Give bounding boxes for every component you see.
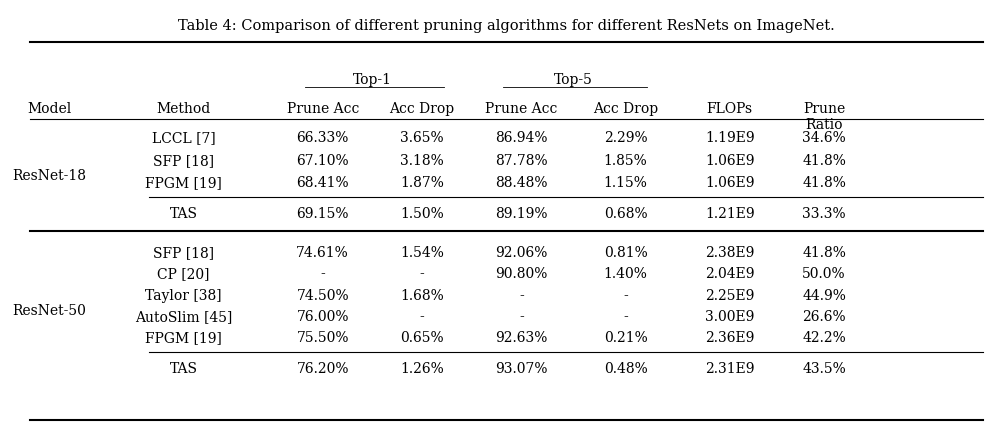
Text: 1.21E9: 1.21E9 — [705, 207, 754, 220]
Text: CP [20]: CP [20] — [157, 267, 209, 282]
Text: Top-1: Top-1 — [352, 73, 392, 87]
Text: 1.15%: 1.15% — [603, 176, 648, 190]
Text: -: - — [623, 289, 628, 303]
Text: 90.80%: 90.80% — [495, 267, 548, 282]
Text: SFP [18]: SFP [18] — [153, 246, 214, 260]
Text: 2.25E9: 2.25E9 — [705, 289, 754, 303]
Text: 0.48%: 0.48% — [603, 362, 648, 376]
Text: -: - — [519, 310, 524, 324]
Text: 2.31E9: 2.31E9 — [705, 362, 754, 376]
Text: TAS: TAS — [170, 362, 197, 376]
Text: 26.6%: 26.6% — [803, 310, 846, 324]
Text: 1.54%: 1.54% — [400, 246, 444, 260]
Text: 1.26%: 1.26% — [400, 362, 444, 376]
Text: 0.21%: 0.21% — [603, 331, 648, 345]
Text: -: - — [519, 289, 524, 303]
Text: 2.36E9: 2.36E9 — [705, 331, 754, 345]
Text: Method: Method — [156, 102, 210, 116]
Text: 1.87%: 1.87% — [400, 176, 444, 190]
Text: 1.68%: 1.68% — [400, 289, 444, 303]
Text: -: - — [320, 267, 325, 282]
Text: 1.50%: 1.50% — [400, 207, 444, 220]
Text: 75.50%: 75.50% — [296, 331, 349, 345]
Text: 74.50%: 74.50% — [296, 289, 349, 303]
Text: 93.07%: 93.07% — [495, 362, 548, 376]
Text: 33.3%: 33.3% — [803, 207, 846, 220]
Text: 41.8%: 41.8% — [803, 246, 846, 260]
Text: LCCL [7]: LCCL [7] — [152, 131, 215, 145]
Text: -: - — [420, 310, 424, 324]
Text: 0.81%: 0.81% — [603, 246, 648, 260]
Text: 1.85%: 1.85% — [603, 154, 648, 168]
Text: Top-5: Top-5 — [554, 73, 593, 87]
Text: 3.18%: 3.18% — [400, 154, 444, 168]
Text: Table 4: Comparison of different pruning algorithms for different ResNets on Ima: Table 4: Comparison of different pruning… — [178, 19, 835, 33]
Text: 69.15%: 69.15% — [296, 207, 349, 220]
Text: Acc Drop: Acc Drop — [593, 102, 659, 116]
Text: TAS: TAS — [170, 207, 197, 220]
Text: -: - — [420, 267, 424, 282]
Text: Model: Model — [27, 102, 71, 116]
Text: Acc Drop: Acc Drop — [390, 102, 454, 116]
Text: 43.5%: 43.5% — [803, 362, 846, 376]
Text: 87.78%: 87.78% — [495, 154, 548, 168]
Text: 68.41%: 68.41% — [296, 176, 349, 190]
Text: SFP [18]: SFP [18] — [153, 154, 214, 168]
Text: AutoSlim [45]: AutoSlim [45] — [135, 310, 233, 324]
Text: 76.00%: 76.00% — [296, 310, 349, 324]
Text: 3.00E9: 3.00E9 — [705, 310, 754, 324]
Text: 2.04E9: 2.04E9 — [705, 267, 754, 282]
Text: 88.48%: 88.48% — [495, 176, 548, 190]
Text: 44.9%: 44.9% — [803, 289, 846, 303]
Text: 1.06E9: 1.06E9 — [705, 154, 754, 168]
Text: 34.6%: 34.6% — [803, 131, 846, 145]
Text: 0.68%: 0.68% — [604, 207, 648, 220]
Text: 86.94%: 86.94% — [495, 131, 548, 145]
Text: 0.65%: 0.65% — [400, 331, 444, 345]
Text: 2.38E9: 2.38E9 — [705, 246, 754, 260]
Text: 2.29%: 2.29% — [604, 131, 648, 145]
Text: 50.0%: 50.0% — [803, 267, 846, 282]
Text: Taylor [38]: Taylor [38] — [145, 289, 222, 303]
Text: 67.10%: 67.10% — [296, 154, 349, 168]
Text: 92.06%: 92.06% — [495, 246, 548, 260]
Text: FPGM [19]: FPGM [19] — [145, 176, 223, 190]
Text: FLOPs: FLOPs — [707, 102, 753, 116]
Text: 41.8%: 41.8% — [803, 176, 846, 190]
Text: 76.20%: 76.20% — [296, 362, 349, 376]
Text: Prune Acc: Prune Acc — [287, 102, 358, 116]
Text: 1.06E9: 1.06E9 — [705, 176, 754, 190]
Text: -: - — [623, 310, 628, 324]
Text: 89.19%: 89.19% — [495, 207, 548, 220]
Text: Prune Acc: Prune Acc — [485, 102, 558, 116]
Text: 41.8%: 41.8% — [803, 154, 846, 168]
Text: ResNet-18: ResNet-18 — [13, 169, 87, 183]
Text: 1.40%: 1.40% — [603, 267, 648, 282]
Text: 3.65%: 3.65% — [400, 131, 444, 145]
Text: 66.33%: 66.33% — [296, 131, 348, 145]
Text: 74.61%: 74.61% — [296, 246, 349, 260]
Text: FPGM [19]: FPGM [19] — [145, 331, 223, 345]
Text: 92.63%: 92.63% — [495, 331, 548, 345]
Text: Prune
Ratio: Prune Ratio — [803, 102, 845, 132]
Text: 42.2%: 42.2% — [803, 331, 846, 345]
Text: ResNet-50: ResNet-50 — [13, 304, 87, 318]
Text: 1.19E9: 1.19E9 — [705, 131, 754, 145]
